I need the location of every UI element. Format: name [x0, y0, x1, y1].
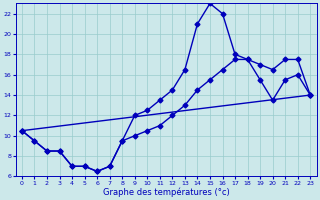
X-axis label: Graphe des températures (°c): Graphe des températures (°c) — [103, 187, 229, 197]
